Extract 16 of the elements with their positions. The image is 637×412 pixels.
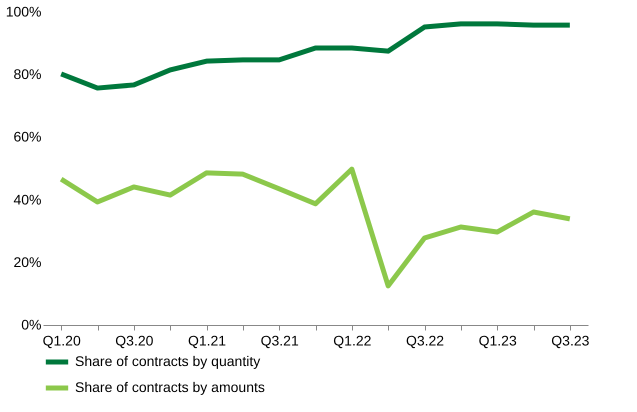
y-tick-label: 0% bbox=[21, 316, 42, 332]
x-tick-label: Q3.20 bbox=[115, 332, 154, 348]
legend-label: Share of contracts by amounts bbox=[75, 379, 265, 395]
y-tick-label: 100% bbox=[6, 4, 42, 20]
y-tick-label: 80% bbox=[13, 66, 42, 82]
y-tick-label: 60% bbox=[13, 128, 42, 145]
x-tick-label: Q1.20 bbox=[42, 332, 81, 348]
x-tick-label: Q1.23 bbox=[478, 332, 517, 348]
legend-label: Share of contracts by quantity bbox=[75, 353, 260, 369]
x-tick-label: Q3.23 bbox=[551, 332, 590, 348]
x-tick-label: Q1.21 bbox=[188, 332, 226, 348]
y-tick-label: 40% bbox=[13, 191, 42, 208]
x-tick-label: Q1.22 bbox=[333, 332, 372, 348]
y-tick-label: 20% bbox=[13, 254, 42, 270]
x-tick-label: Q3.22 bbox=[406, 332, 444, 348]
x-tick-label: Q3.21 bbox=[260, 332, 299, 348]
